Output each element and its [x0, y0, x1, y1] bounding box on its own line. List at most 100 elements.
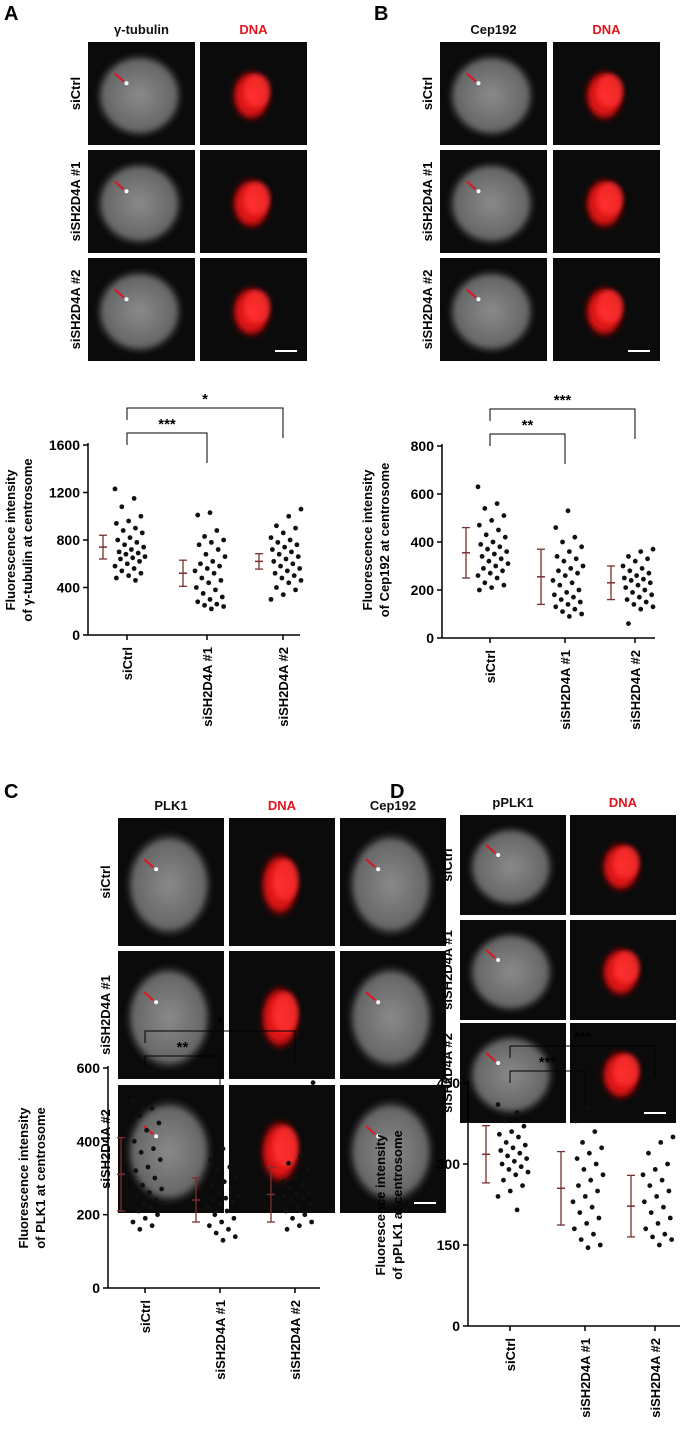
data-point [223, 1195, 229, 1201]
dna-blob [614, 846, 640, 878]
dna-blob [273, 1126, 299, 1168]
significance-label: ** [177, 1039, 189, 1056]
data-point [620, 563, 626, 569]
data-point [645, 556, 650, 562]
cell [446, 52, 537, 139]
data-point [498, 1148, 504, 1153]
dna-blob [614, 1054, 640, 1086]
data-point [280, 592, 286, 598]
row-label: siCtrl [440, 848, 455, 881]
channel-header: pPLK1 [492, 795, 533, 810]
y-axis-label: Fluorescence intensity [3, 469, 18, 611]
data-point [210, 558, 216, 564]
micrograph [460, 1023, 566, 1123]
data-point [221, 1179, 227, 1185]
data-point [630, 590, 635, 595]
data-point [479, 554, 485, 559]
data-point [562, 573, 568, 578]
data-point [309, 1219, 315, 1225]
micrograph [553, 258, 660, 361]
data-point [286, 513, 292, 519]
dna-blob [597, 290, 624, 324]
data-point [654, 1194, 660, 1199]
data-point [489, 585, 495, 590]
centrosome [476, 189, 481, 194]
data-point [632, 558, 638, 564]
data-point [577, 599, 583, 605]
data-point [522, 1142, 528, 1148]
data-point [155, 1212, 160, 1218]
data-point [513, 1172, 519, 1178]
micrograph [460, 815, 566, 915]
y-tick-label: 300 [437, 1156, 461, 1172]
data-point [126, 518, 132, 524]
data-point [217, 563, 222, 569]
data-point [208, 539, 214, 545]
arrow [485, 1052, 496, 1062]
centrosome [376, 1000, 381, 1005]
cell [466, 825, 556, 909]
micrograph [200, 150, 307, 253]
data-point [648, 1210, 654, 1215]
data-point [112, 563, 118, 569]
data-point [667, 1215, 673, 1221]
significance-bracket [126, 407, 284, 438]
data-point [221, 537, 227, 543]
data-point [282, 544, 288, 550]
row-label: siSH2D4A #2 [420, 270, 435, 350]
cell [94, 52, 185, 139]
y-axis-label: of Cep192 at centrosome [377, 463, 392, 618]
data-point [487, 570, 493, 576]
data-point [579, 611, 585, 617]
micrograph [118, 1085, 224, 1213]
y-tick-label: 0 [426, 630, 434, 646]
data-point [628, 578, 634, 583]
data-point [221, 604, 227, 609]
y-tick-label: 400 [77, 1133, 101, 1149]
dna-blob [597, 74, 624, 108]
data-point [113, 575, 119, 581]
data-point [571, 594, 576, 600]
data-point [140, 1182, 145, 1188]
centrosome [496, 853, 501, 857]
y-tick-label: 400 [57, 580, 81, 596]
data-point [149, 1105, 155, 1111]
micrograph [460, 920, 566, 1020]
data-point [235, 1193, 241, 1199]
data-point [160, 1201, 166, 1207]
arrow [485, 844, 496, 854]
channel-header: DNA [239, 22, 268, 37]
data-point [571, 1226, 577, 1232]
data-point [621, 575, 627, 581]
data-point [131, 566, 137, 571]
data-point [193, 585, 199, 590]
data-point [298, 506, 304, 512]
data-point [652, 1167, 658, 1172]
data-point [227, 1164, 233, 1170]
data-point [280, 1179, 286, 1185]
data-point [290, 561, 296, 567]
data-point [496, 1131, 502, 1137]
data-point [157, 1157, 163, 1163]
panel-label: C [4, 781, 18, 803]
data-point [524, 1156, 530, 1161]
data-point [490, 539, 496, 545]
data-point [120, 528, 126, 533]
data-point [213, 1230, 219, 1236]
y-axis-label: of pPLK1 at centrosome [390, 1130, 405, 1280]
data-point [593, 1161, 599, 1167]
data-point [497, 544, 503, 550]
data-point [222, 554, 228, 560]
data-point [212, 1212, 218, 1218]
cell [446, 268, 537, 355]
cell [94, 268, 185, 355]
channel-header: Cep192 [370, 798, 416, 813]
data-point [475, 573, 481, 578]
data-point [299, 1182, 305, 1188]
data-point [211, 1197, 216, 1203]
arrow [365, 1125, 376, 1135]
dna-blob [273, 859, 299, 901]
dna-blob [244, 182, 271, 216]
data-point [203, 551, 209, 557]
